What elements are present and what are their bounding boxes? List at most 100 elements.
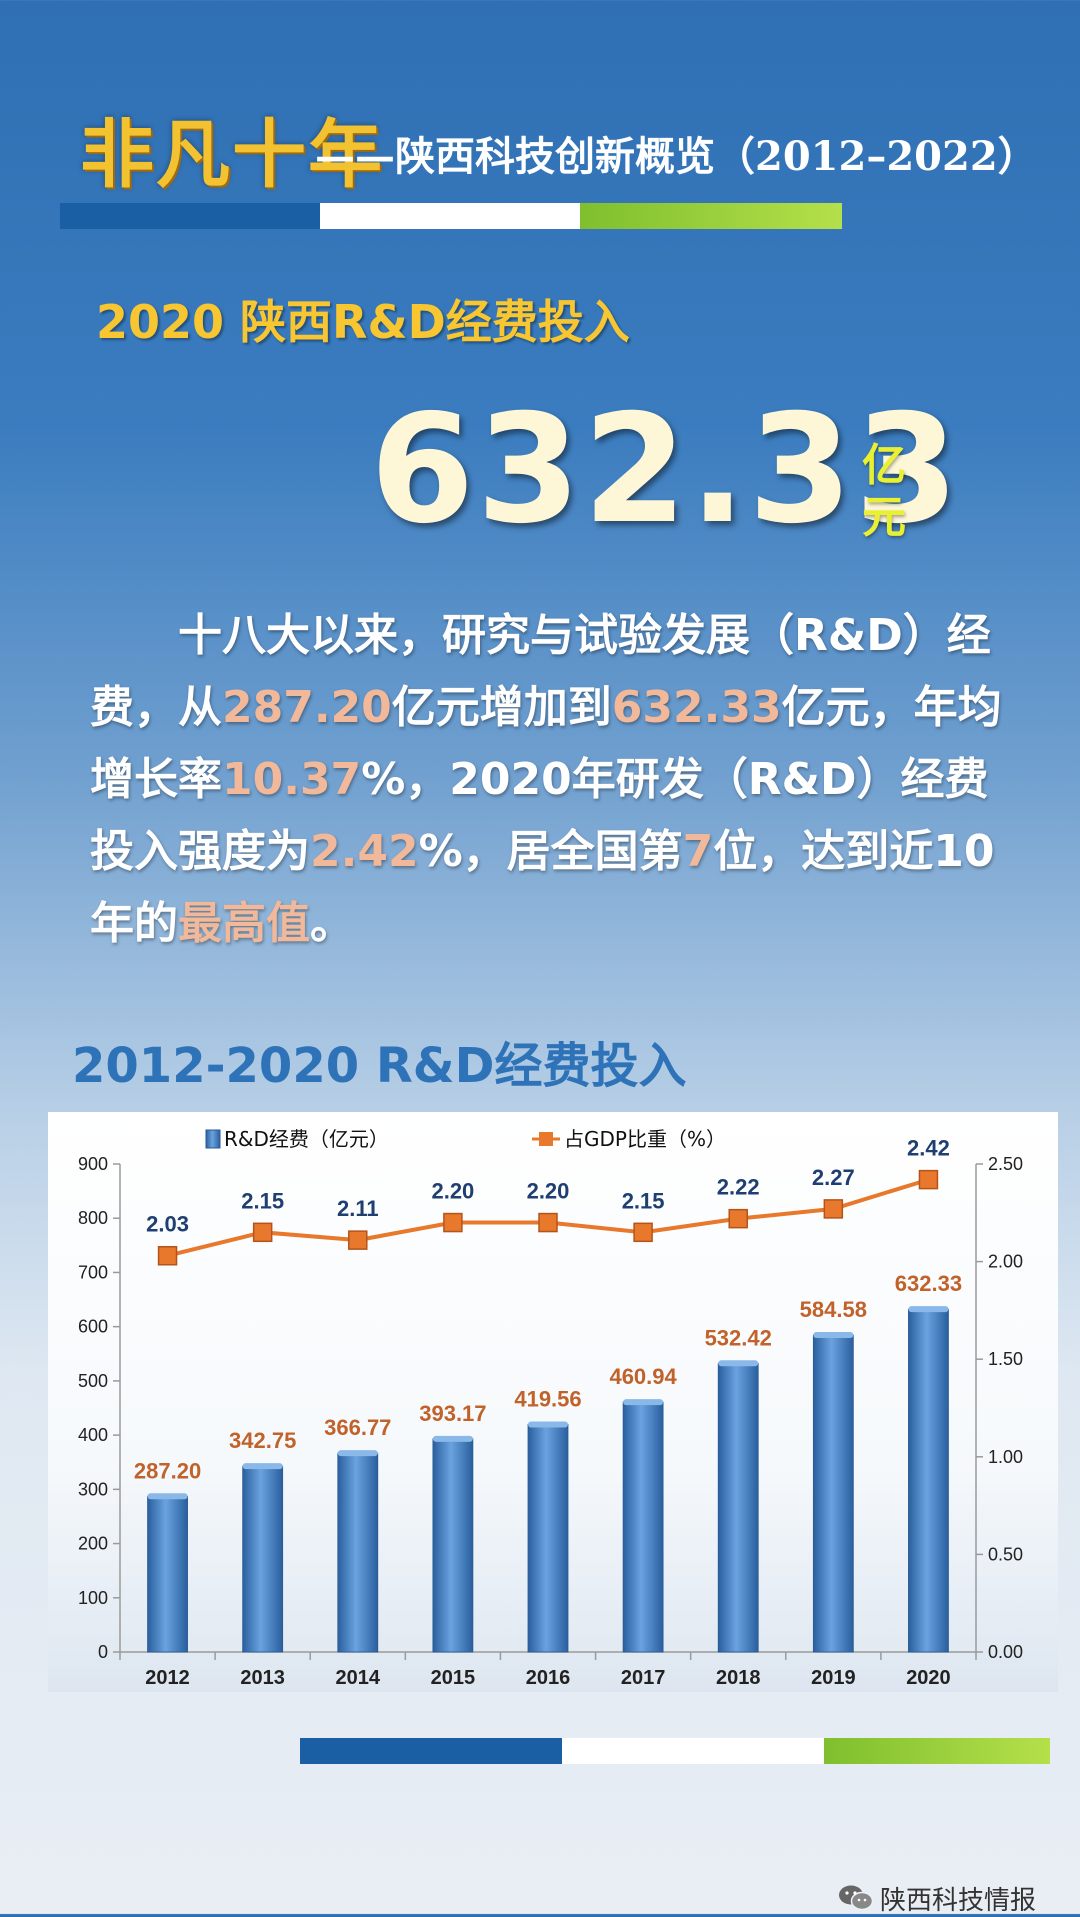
y-right-tick-label: 0.50 [988,1544,1023,1564]
y-left-tick-label: 100 [78,1588,108,1608]
y-left-tick-label: 800 [78,1208,108,1228]
bar [812,1334,854,1653]
x-tick-label: 2015 [431,1667,476,1689]
gdp-share-point [348,1230,368,1250]
headline-value: 632.33 [370,383,961,557]
summary-text: %，居全国第 [418,826,683,877]
bar-value-label: 287.20 [134,1458,201,1483]
bar-cap [623,1399,664,1406]
chart: 0 100 200 300 400 500 600 700 800 900 0.00 0.50 1.00… [78,1127,1023,1689]
summary-paragraph: 十八大以来，研究与试验发展（R&D）经费，从287.20亿元增加到632.33亿… [90,600,1005,960]
top-stripe-blue [60,203,320,229]
gdp-share-point [823,1199,844,1219]
bar-value-label: 532.42 [705,1325,772,1350]
line-value-label: 2.27 [812,1165,855,1190]
gdp-share-point [918,1169,939,1190]
y-right-tick-label: 1.50 [988,1349,1023,1369]
gdp-share-point [157,1245,178,1266]
highlight-value: 10.37 [222,754,362,805]
watermark-text: 陕西科技情报 [880,1886,1037,1916]
y-left-tick-label: 0 [98,1642,108,1662]
chart-panel: 0 100 200 300 400 500 600 700 800 900 0.00 0.50 1.00… [48,1112,1058,1692]
bar-cap [813,1332,854,1339]
bar-value-label: 366.77 [324,1415,391,1440]
highlight-value: 632.33 [611,682,782,733]
y-right-tick-label: 1.00 [988,1447,1023,1467]
bar-cap [528,1421,568,1428]
legend-line-marker [539,1132,553,1146]
y-right-tick-label: 2.00 [988,1252,1023,1272]
bottom-stripe-white [562,1738,824,1764]
bar-value-label: 584.58 [800,1297,867,1322]
bar [147,1495,188,1653]
top-stripe-green [580,203,842,229]
section-title: 2020 陕西R&D经费投入 [96,295,630,349]
y-left-tick-label: 200 [78,1534,108,1554]
bar-cap [337,1450,378,1457]
y-left-tick-label: 900 [78,1154,108,1174]
line-value-label: 2.20 [431,1179,474,1204]
gdp-share-point [728,1208,748,1229]
x-tick-label: 2014 [336,1667,381,1689]
y-right-tick-label: 0.00 [988,1642,1023,1662]
summary-text: 亿元，年均增长率 [90,682,1002,805]
highlight-value: 2.42 [310,826,419,877]
wechat-icon [838,1884,874,1916]
y-left-tick-label: 600 [78,1317,108,1337]
bar [337,1452,379,1653]
highlight-value: 287.20 [222,682,392,733]
bar [242,1465,284,1653]
highlight-value: 最高值 [178,898,310,949]
bottom-stripe-blue [300,1738,562,1764]
legend-line-label: 占GDP比重（%） [564,1127,726,1151]
legend-bar-swatch [205,1129,221,1149]
bar-cap [147,1493,188,1500]
y-left-tick-label: 500 [78,1371,108,1391]
summary-text: 十八大以来，研究与试验发展（R&D）经费，从 [90,610,991,733]
gdp-share-point [443,1212,463,1233]
summary-text: %，2020年研发（R&D）经费投入强度为 [90,754,989,877]
summary-text: 。 [310,898,354,949]
x-tick-label: 2017 [621,1667,666,1689]
chart-title: 2012-2020 R&D经费投入 [72,1038,687,1094]
line-value-label: 2.22 [717,1175,760,1200]
legend-bar-label: R&D经费（亿元） [224,1127,389,1151]
bar-cap [242,1463,283,1470]
headline-unit: 亿元 [862,440,906,543]
x-tick-label: 2019 [811,1667,856,1689]
y-left-tick-label: 400 [78,1425,108,1445]
bar-cap [908,1306,949,1313]
highlight-value: 7 [682,826,714,877]
line-value-label: 2.15 [241,1188,284,1213]
x-tick-label: 2012 [145,1667,190,1689]
gdp-share-point [633,1222,653,1243]
summary-text: 亿元增加到 [391,682,612,733]
line-value-label: 2.15 [622,1188,665,1213]
line-value-label: 2.03 [146,1212,189,1237]
bar [622,1401,664,1653]
bar-value-label: 419.56 [514,1387,581,1412]
y-left-tick-label: 700 [78,1262,108,1282]
logo-text: 非凡十年 [80,112,384,198]
bar [432,1438,474,1653]
y-left-tick-label: 300 [78,1479,108,1499]
line-value-label: 2.11 [337,1196,379,1221]
gdp-share-point [538,1212,558,1233]
bar [527,1424,569,1653]
header-subtitle: ——陕西科技创新概览（2012–2022） [315,133,1038,180]
summary-text: 位，达到近10年的 [90,826,995,949]
bar-value-label: 393.17 [419,1401,486,1426]
bar-cap [718,1360,759,1367]
line-value-label: 2.42 [907,1136,950,1161]
x-tick-label: 2013 [240,1667,285,1689]
bar-cap [432,1435,473,1442]
x-tick-label: 2018 [716,1667,761,1689]
bar-value-label: 460.94 [609,1364,677,1389]
bottom-stripe-green [824,1738,1050,1764]
x-tick-label: 2016 [526,1667,571,1689]
x-tick-label: 2020 [906,1667,951,1689]
bar [908,1308,949,1653]
y-right-tick-label: 2.50 [988,1154,1023,1174]
bar [717,1362,759,1653]
top-stripe-white [320,203,580,229]
